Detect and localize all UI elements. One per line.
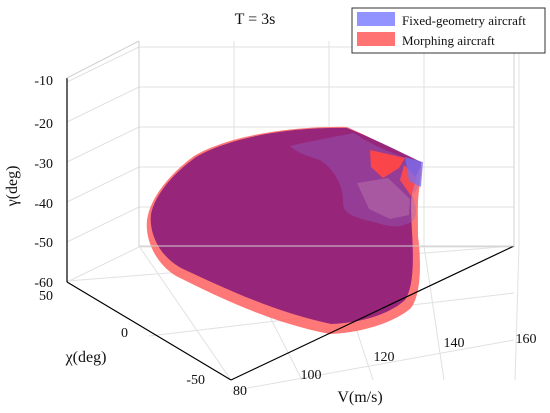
box-edge-top-left [66, 40, 140, 79]
legend-morphing-label: Morphing aircraft [402, 33, 495, 48]
legend-morphing-swatch [357, 32, 395, 46]
grid-y-floor [230, 339, 515, 392]
y-tick-label: 50 [39, 289, 53, 304]
grid-z-left [66, 86, 140, 123]
grid-x-floor [423, 245, 445, 381]
legend: Fixed-geometry aircraft Morphing aircraf… [351, 7, 546, 54]
fixed-geometry-aircraft-surface [150, 127, 422, 324]
morphing-highlight-top [370, 150, 405, 178]
y-axis-label: χ(deg) [65, 349, 107, 366]
x-tick-label: 80 [233, 384, 247, 399]
x-tick-label: 100 [301, 368, 322, 383]
x-tick-label: 140 [444, 336, 465, 351]
z-tick-label: -30 [34, 157, 53, 172]
legend-fixed-swatch [357, 12, 395, 26]
y-axis [66, 281, 232, 381]
tick-labels: -60 -50 -40 -30 -20 -10 50 0 -50 80 100 120 140 160 [34, 74, 536, 399]
grid-z-left [66, 166, 140, 203]
legend-fixed-label: Fixed-geometry aircraft [402, 13, 526, 28]
chart-title: T = 3s [235, 11, 276, 28]
z-tick-label: -50 [34, 236, 53, 251]
y-tick-label: 0 [121, 326, 128, 341]
x-axis-label: V(m/s) [337, 389, 382, 406]
grid-z-left [66, 126, 140, 163]
mixed-highlight-area [357, 178, 410, 219]
x-tick-label: 120 [374, 350, 395, 365]
fixed-highlight-right [405, 157, 423, 187]
grid-z-left [66, 46, 140, 83]
z-tick-label: -20 [34, 117, 53, 132]
z-axis-label: γ(deg) [4, 166, 21, 208]
x-tick-label: 160 [516, 332, 537, 347]
x-axis [230, 245, 515, 381]
grid-z-left [66, 246, 140, 283]
axes [66, 40, 515, 381]
z-tick-label: -60 [34, 276, 53, 291]
morphing-highlight-right [400, 165, 417, 196]
grid-z-left [66, 206, 140, 243]
reachable-set-surfaces [146, 126, 423, 334]
y-tick-label: -50 [186, 373, 205, 388]
grid-x-floor [514, 245, 520, 381]
z-tick-label: -40 [34, 197, 53, 212]
z-tick-label: -10 [34, 74, 53, 89]
grid-x-floor [138, 245, 232, 381]
